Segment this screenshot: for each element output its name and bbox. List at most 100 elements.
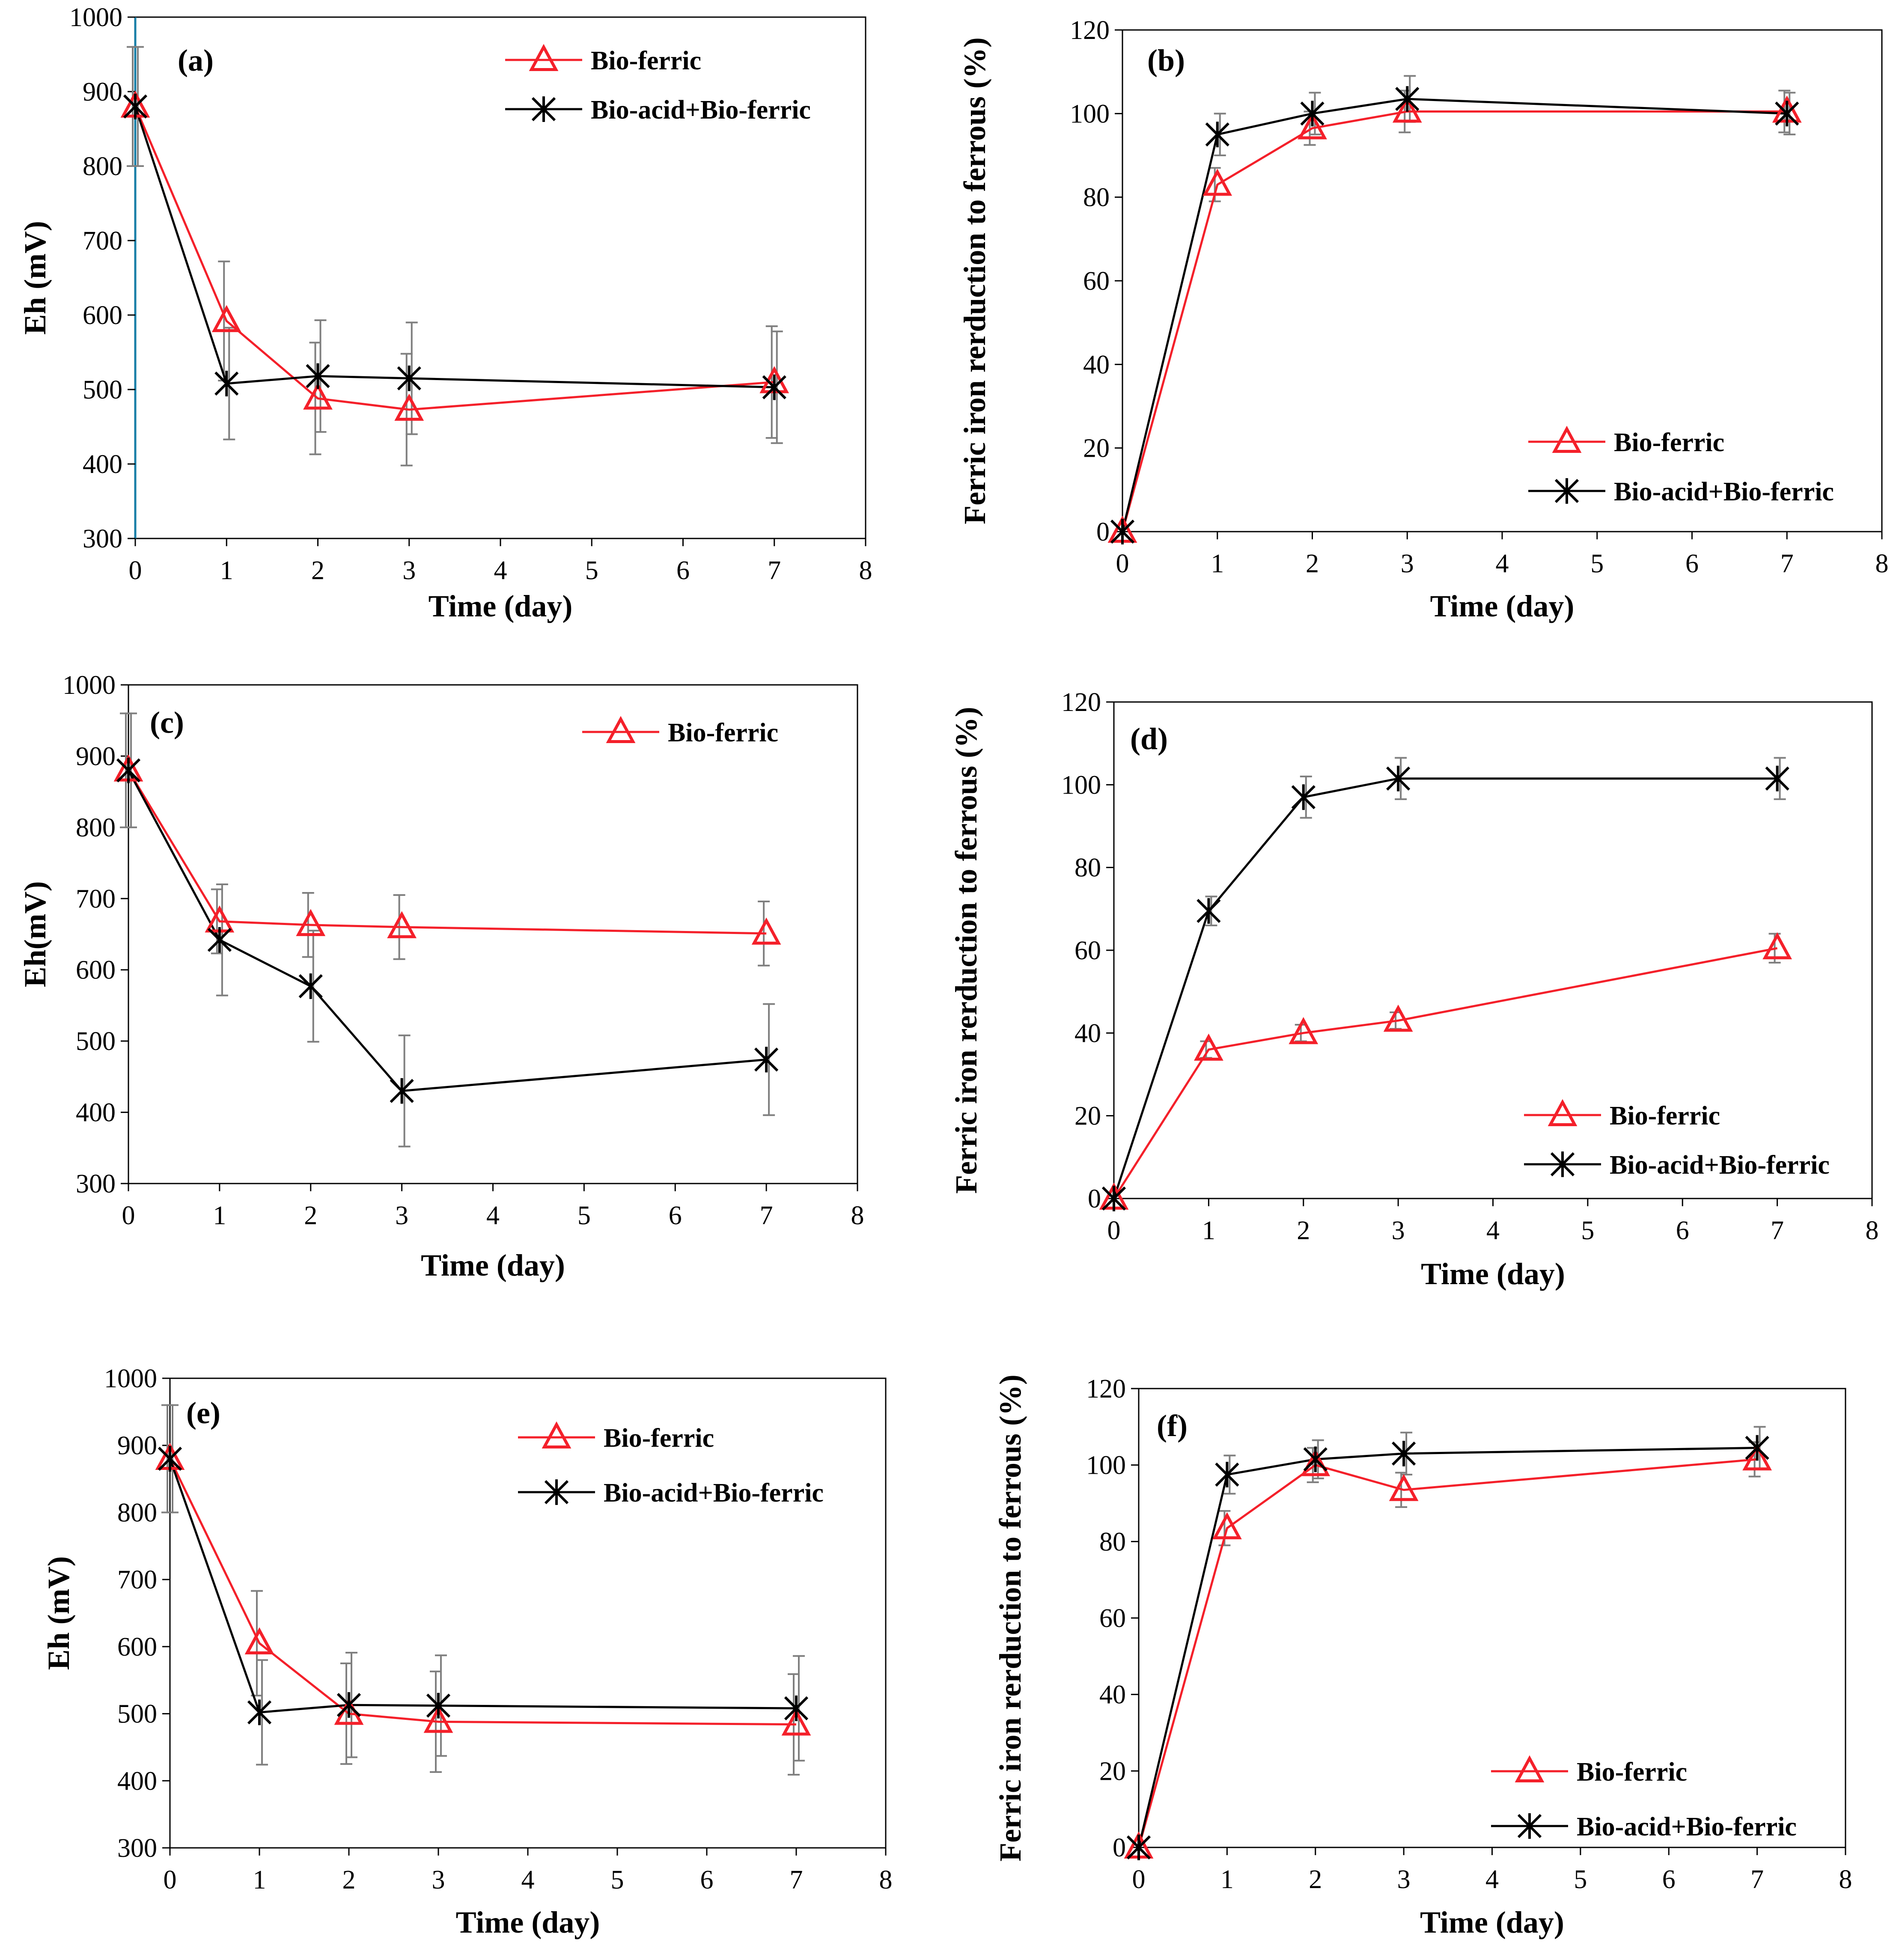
x-tick-label: 4 (1485, 1865, 1499, 1894)
data-point-bio-acid-bio-ferric (762, 374, 786, 400)
data-point-bio-acid-bio-ferric (397, 366, 421, 391)
data-point-bio-acid-bio-ferric (1395, 86, 1420, 112)
x-tick-label: 5 (611, 1865, 624, 1895)
data-point-bio-ferric (394, 393, 424, 421)
error-bar (125, 712, 137, 828)
x-tick-label: 6 (1676, 1216, 1689, 1245)
x-tick-label: 1 (1211, 549, 1224, 578)
plot-frame (1122, 29, 1883, 532)
plot-frame (169, 1377, 887, 1849)
y-tick-label: 40 (1075, 1019, 1101, 1048)
data-point-bio-acid-bio-ferric (207, 927, 232, 953)
legend-marker-triangle (606, 716, 636, 743)
panel-label: (d) (1130, 722, 1168, 756)
y-tick-label: 800 (76, 813, 116, 842)
x-tick-label: 2 (1309, 1865, 1322, 1894)
x-tick-label: 3 (432, 1865, 445, 1895)
data-point-bio-acid-bio-ferric (123, 93, 148, 119)
data-point-bio-acid-bio-ferric (336, 1692, 361, 1718)
x-tick-label: 6 (676, 556, 690, 585)
error-bar (1205, 895, 1217, 926)
error-bar (132, 46, 144, 167)
data-point-bio-acid-bio-ferric (298, 973, 323, 999)
y-axis-title: Ferric iron rerduction to ferrous (%) (949, 707, 983, 1194)
data-point-bio-acid-bio-ferric (754, 1047, 779, 1073)
y-tick-label: 0 (1113, 1833, 1126, 1862)
y-tick-label: 600 (117, 1633, 157, 1662)
y-axis-title: Eh (mV) (18, 221, 52, 335)
legend-marker-star (1517, 1813, 1542, 1839)
y-tick-label: 400 (117, 1767, 157, 1796)
y-tick-label: 700 (117, 1565, 157, 1594)
x-tick-label: 5 (1574, 1865, 1587, 1894)
x-tick-label: 3 (1401, 549, 1414, 578)
y-tick-label: 20 (1075, 1102, 1101, 1131)
data-point-bio-ferric (1742, 1443, 1772, 1471)
data-point-bio-ferric (303, 382, 333, 410)
x-tick-label: 0 (1132, 1865, 1146, 1894)
x-tick-label: 5 (577, 1201, 591, 1230)
series-line-bio-ferric (134, 106, 774, 411)
panel-label: (c) (150, 705, 184, 740)
data-point-bio-acid-bio-ferric (1197, 898, 1221, 924)
data-point-bio-acid-bio-ferric (306, 363, 330, 389)
y-tick-label: 700 (76, 884, 116, 913)
x-tick-label: 4 (1486, 1216, 1500, 1245)
panel-label: (b) (1147, 43, 1185, 77)
x-tick-label: 6 (669, 1201, 682, 1230)
y-tick-label: 20 (1099, 1757, 1126, 1786)
chart-panel-d: 0 20 40 60 80 100 120 0 1 2 3 4 5 6 7 8 Time (day) Ferric… (949, 688, 1878, 1291)
y-tick-label: 120 (1061, 688, 1101, 717)
y-tick-label: 60 (1099, 1604, 1126, 1633)
y-axis-title: Ferric iron rerduction to ferrous (%) (958, 37, 992, 524)
x-tick-label: 2 (304, 1201, 317, 1230)
y-tick-label: 1000 (63, 671, 116, 700)
x-tick-label: 0 (122, 1201, 135, 1230)
x-tick-label: 7 (790, 1865, 803, 1895)
x-tick-label: 3 (402, 556, 416, 585)
x-tick-label: 8 (879, 1865, 893, 1895)
error-bar (793, 1655, 805, 1762)
data-point-bio-acid-bio-ferric (1775, 101, 1799, 127)
x-tick-label: 8 (1866, 1216, 1879, 1245)
x-tick-label: 5 (585, 556, 598, 585)
data-point-bio-ferric (1762, 932, 1792, 960)
data-point-bio-ferric (1298, 112, 1327, 140)
error-bar (167, 1404, 179, 1514)
y-tick-label: 300 (76, 1169, 116, 1199)
legend-marker-star (1554, 478, 1579, 504)
data-point-bio-acid-bio-ferric (1300, 101, 1325, 127)
y-tick-label: 800 (117, 1498, 157, 1527)
legend-label: Bio-ferric (1610, 1101, 1720, 1130)
data-point-bio-ferric (211, 305, 241, 332)
x-axis-title: Time (day) (1420, 1905, 1564, 1939)
y-tick-label: 400 (76, 1098, 116, 1127)
error-bar (307, 930, 319, 1043)
panel-label: (f) (1157, 1409, 1188, 1443)
x-tick-label: 5 (1590, 549, 1604, 578)
error-bar (771, 330, 783, 444)
y-tick-label: 600 (83, 301, 122, 330)
y-tick-label: 900 (76, 742, 116, 771)
plot-frame (1138, 1388, 1846, 1848)
error-bar (1774, 757, 1786, 800)
y-tick-label: 700 (83, 226, 122, 256)
error-bar (309, 342, 321, 455)
y-tick-label: 300 (83, 524, 122, 553)
series-line-bio-acid-bio-ferric (1137, 1446, 1757, 1848)
y-tick-label: 40 (1099, 1680, 1126, 1710)
y-tick-label: 1000 (104, 1364, 157, 1393)
series-line-bio-acid-bio-ferric (1121, 98, 1787, 532)
legend-label: Bio-acid+Bio-ferric (1614, 477, 1834, 506)
data-point-bio-ferric (244, 1627, 274, 1655)
x-tick-label: 2 (1306, 549, 1319, 578)
data-point-bio-ferric (751, 917, 781, 945)
legend-label: Bio-ferric (668, 718, 778, 747)
legend-marker-triangle (1515, 1755, 1545, 1782)
legend-label: Bio-acid+Bio-ferric (591, 95, 811, 125)
x-tick-label: 7 (1780, 549, 1794, 578)
y-tick-label: 100 (1086, 1451, 1126, 1480)
x-tick-label: 6 (1662, 1865, 1676, 1894)
error-bar (1783, 92, 1796, 136)
legend-marker-triangle (529, 44, 559, 71)
